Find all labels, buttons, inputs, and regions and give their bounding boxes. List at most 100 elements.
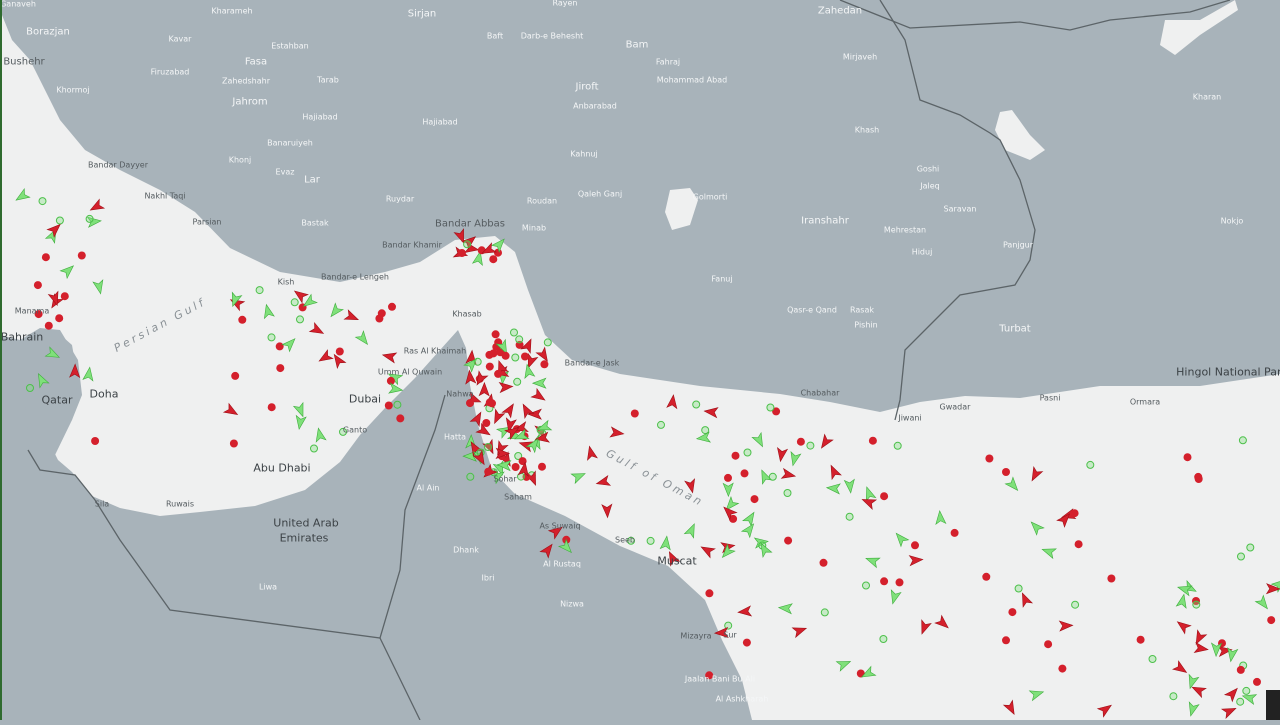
moving-vessel-green[interactable] — [835, 657, 852, 672]
moving-vessel-red[interactable] — [453, 228, 468, 245]
stationary-vessel-red[interactable] — [41, 253, 50, 262]
stationary-vessel-green[interactable] — [339, 427, 347, 436]
stationary-vessel-red[interactable] — [501, 351, 510, 360]
moving-vessel-red[interactable] — [308, 321, 326, 338]
stationary-vessel-red[interactable] — [485, 362, 494, 371]
stationary-vessel-red[interactable] — [705, 589, 714, 598]
stationary-vessel-green[interactable] — [1192, 600, 1201, 609]
moving-vessel-green[interactable] — [463, 355, 480, 373]
moving-vessel-red[interactable] — [684, 478, 698, 494]
moving-vessel-green[interactable] — [292, 401, 308, 419]
moving-vessel-red[interactable] — [1174, 618, 1192, 635]
moving-vessel-red[interactable] — [775, 447, 789, 463]
moving-vessel-red[interactable] — [539, 541, 556, 559]
moving-vessel-green[interactable] — [513, 428, 530, 443]
moving-vessel-red[interactable] — [601, 503, 613, 519]
stationary-vessel-red[interactable] — [1253, 677, 1261, 686]
stationary-vessel-green[interactable] — [255, 286, 264, 295]
stationary-vessel-red[interactable] — [538, 462, 546, 471]
moving-vessel-green[interactable] — [888, 589, 902, 605]
stationary-vessel-green[interactable] — [543, 338, 552, 347]
moving-vessel-red[interactable] — [1002, 699, 1019, 716]
moving-vessel-green[interactable] — [757, 541, 773, 558]
moving-vessel-green[interactable] — [935, 509, 947, 525]
stationary-vessel-red[interactable] — [466, 399, 474, 408]
moving-vessel-red[interactable] — [535, 346, 551, 363]
moving-vessel-green[interactable] — [301, 293, 318, 311]
moving-vessel-red[interactable] — [517, 461, 530, 477]
moving-vessel-green[interactable] — [261, 303, 275, 320]
stationary-vessel-green[interactable] — [783, 489, 792, 497]
moving-vessel-green[interactable] — [1270, 576, 1280, 593]
moving-vessel-green[interactable] — [788, 451, 802, 467]
stationary-vessel-red[interactable] — [740, 469, 749, 478]
stationary-vessel-red[interactable] — [375, 314, 384, 323]
stationary-vessel-green[interactable] — [845, 512, 854, 521]
stationary-vessel-green[interactable] — [1071, 600, 1080, 609]
stationary-vessel-green[interactable] — [1238, 436, 1247, 445]
moving-vessel-red[interactable] — [817, 433, 834, 450]
stationary-vessel-green[interactable] — [692, 400, 701, 409]
moving-vessel-green[interactable] — [683, 522, 698, 539]
stationary-vessel-green[interactable] — [514, 452, 523, 460]
stationary-vessel-red[interactable] — [1136, 635, 1145, 644]
stationary-vessel-red[interactable] — [34, 310, 43, 319]
stationary-vessel-green[interactable] — [1246, 543, 1255, 552]
moving-vessel-green[interactable] — [757, 468, 773, 485]
moving-vessel-green[interactable] — [354, 330, 372, 347]
stationary-vessel-red[interactable] — [1236, 665, 1245, 674]
stationary-vessel-green[interactable] — [743, 448, 752, 457]
moving-vessel-green[interactable] — [92, 279, 105, 295]
stationary-vessel-red[interactable] — [1267, 616, 1276, 625]
moving-vessel-green[interactable] — [1210, 642, 1223, 658]
moving-vessel-red[interactable] — [1192, 629, 1208, 646]
stationary-vessel-green[interactable] — [38, 197, 47, 206]
moving-vessel-green[interactable] — [491, 468, 505, 485]
stationary-vessel-red[interactable] — [91, 437, 100, 445]
moving-vessel-green[interactable] — [751, 431, 767, 449]
stationary-vessel-green[interactable] — [1236, 697, 1245, 706]
stationary-vessel-green[interactable] — [296, 315, 304, 324]
moving-vessel-green[interactable] — [843, 478, 855, 494]
moving-vessel-green[interactable] — [1004, 476, 1021, 493]
moving-vessel-green[interactable] — [228, 291, 243, 308]
stationary-vessel-red[interactable] — [895, 578, 904, 587]
stationary-vessel-red[interactable] — [1044, 640, 1053, 649]
moving-vessel-green[interactable] — [388, 382, 404, 395]
moving-vessel-green[interactable] — [1241, 691, 1258, 706]
stationary-vessel-green[interactable] — [820, 608, 829, 617]
stationary-vessel-red[interactable] — [33, 281, 42, 290]
moving-vessel-green[interactable] — [294, 414, 307, 430]
moving-vessel-green[interactable] — [742, 510, 758, 527]
moving-vessel-red[interactable] — [480, 242, 497, 258]
stationary-vessel-red[interactable] — [1002, 468, 1010, 476]
moving-vessel-red[interactable] — [490, 408, 506, 425]
stationary-vessel-green[interactable] — [766, 403, 775, 412]
moving-vessel-red[interactable] — [46, 221, 63, 238]
moving-vessel-red[interactable] — [504, 417, 517, 433]
stationary-vessel-red[interactable] — [231, 371, 240, 380]
stationary-vessel-red[interactable] — [985, 454, 994, 463]
moving-vessel-red[interactable] — [595, 474, 612, 489]
stationary-vessel-green[interactable] — [862, 581, 870, 590]
stationary-vessel-red[interactable] — [1183, 453, 1192, 462]
stationary-vessel-green[interactable] — [466, 472, 475, 481]
stationary-vessel-green[interactable] — [879, 635, 888, 643]
stationary-vessel-red[interactable] — [1008, 608, 1017, 617]
moving-vessel-green[interactable] — [722, 495, 740, 513]
moving-vessel-red[interactable] — [917, 619, 932, 636]
stationary-vessel-red[interactable] — [386, 376, 395, 385]
stationary-vessel-green[interactable] — [290, 298, 299, 307]
stationary-vessel-green[interactable] — [463, 240, 472, 249]
stationary-vessel-red[interactable] — [238, 315, 247, 324]
moving-vessel-green[interactable] — [864, 554, 881, 569]
moving-vessel-red[interactable] — [472, 449, 488, 467]
stationary-vessel-red[interactable] — [77, 251, 86, 260]
stationary-vessel-red[interactable] — [229, 439, 238, 448]
moving-vessel-red[interactable] — [827, 463, 842, 481]
moving-vessel-red[interactable] — [908, 555, 924, 567]
moving-vessel-red[interactable] — [1220, 704, 1238, 720]
moving-vessel-red[interactable] — [585, 445, 598, 461]
stationary-vessel-red[interactable] — [630, 409, 639, 418]
